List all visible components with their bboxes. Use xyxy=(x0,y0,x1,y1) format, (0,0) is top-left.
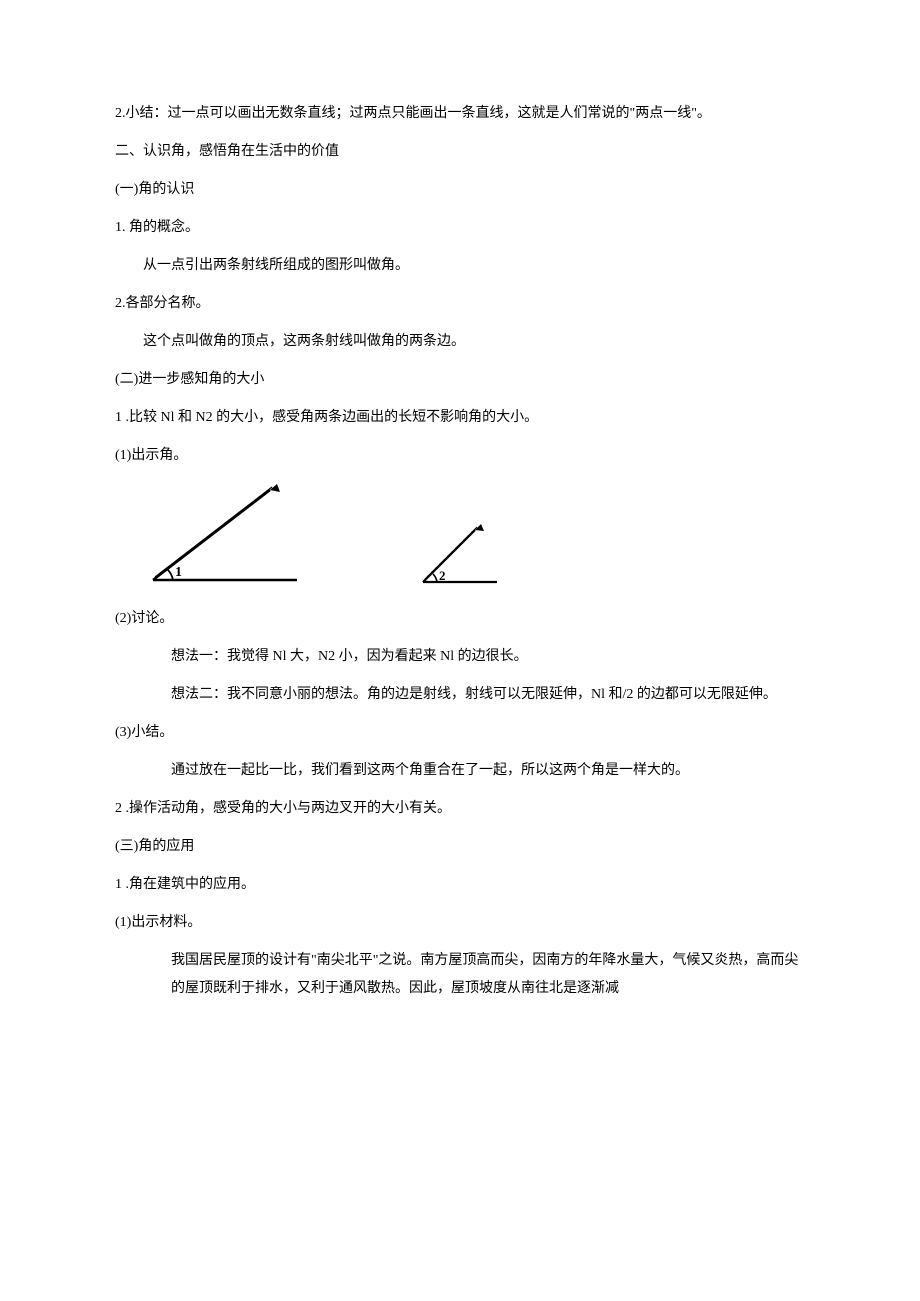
summary-para: 2.小结：过一点可以画出无数条直线；过两点只能画出一条直线，这就是人们常说的"两… xyxy=(115,100,805,128)
section-2-heading: 二、认识角，感悟角在生活中的价值 xyxy=(115,138,805,166)
item-angle-concept: 1. 角的概念。 xyxy=(115,214,805,242)
item-show-angles: (1)出示角。 xyxy=(115,442,805,470)
angle-1-ray-diagonal xyxy=(153,490,270,580)
item-summary-3: (3)小结。 xyxy=(115,719,805,747)
angle-1-figure: 1 xyxy=(125,480,305,590)
item-show-materials: (1)出示材料。 xyxy=(115,909,805,937)
angle-concept-text: 从一点引出两条射线所组成的图形叫做角。 xyxy=(115,252,805,280)
angle-2-arc xyxy=(433,574,437,582)
summary-3-text: 通过放在一起比一比，我们看到这两个角重合在了一起，所以这两个角是一样大的。 xyxy=(115,757,805,785)
angle-figures: 1 2 xyxy=(125,480,805,590)
item-discuss: (2)讨论。 xyxy=(115,605,805,633)
angle-1-arc xyxy=(167,569,173,580)
angle-2-label: 2 xyxy=(439,568,446,583)
subsection-2-2-heading: (二)进一步感知角的大小 xyxy=(115,366,805,394)
item-architecture: 1 .角在建筑中的应用。 xyxy=(115,871,805,899)
angle-2-ray-diagonal xyxy=(423,530,475,582)
item-part-names: 2.各部分名称。 xyxy=(115,290,805,318)
part-names-text: 这个点叫做角的顶点，这两条射线叫做角的两条边。 xyxy=(115,328,805,356)
subsection-2-1-heading: (一)角的认识 xyxy=(115,176,805,204)
angle-1-label: 1 xyxy=(175,565,182,580)
item-operate-angle: 2 .操作活动角，感受角的大小与两边叉开的大小有关。 xyxy=(115,795,805,823)
subsection-2-3-heading: (三)角的应用 xyxy=(115,833,805,861)
idea-2: 想法二：我不同意小丽的想法。角的边是射线，射线可以无限延伸，Nl 和/2 的边都… xyxy=(115,681,805,709)
materials-text: 我国居民屋顶的设计有"南尖北平"之说。南方屋顶高而尖，因南方的年降水量大，气候又… xyxy=(115,947,805,1003)
angle-2-g: 2 xyxy=(423,524,497,583)
item-compare-angles: 1 .比较 Nl 和 N2 的大小，感受角两条边画出的长短不影响角的大小。 xyxy=(115,404,805,432)
angle-2-ray-diagonal-dbl xyxy=(425,527,477,579)
angle-1-ray-diagonal-dbl xyxy=(155,487,272,577)
idea-1: 想法一：我觉得 Nl 大，N2 小，因为看起来 Nl 的边很长。 xyxy=(115,643,805,671)
angle-2-figure: 2 xyxy=(405,520,505,590)
angle-1-g: 1 xyxy=(153,484,297,580)
